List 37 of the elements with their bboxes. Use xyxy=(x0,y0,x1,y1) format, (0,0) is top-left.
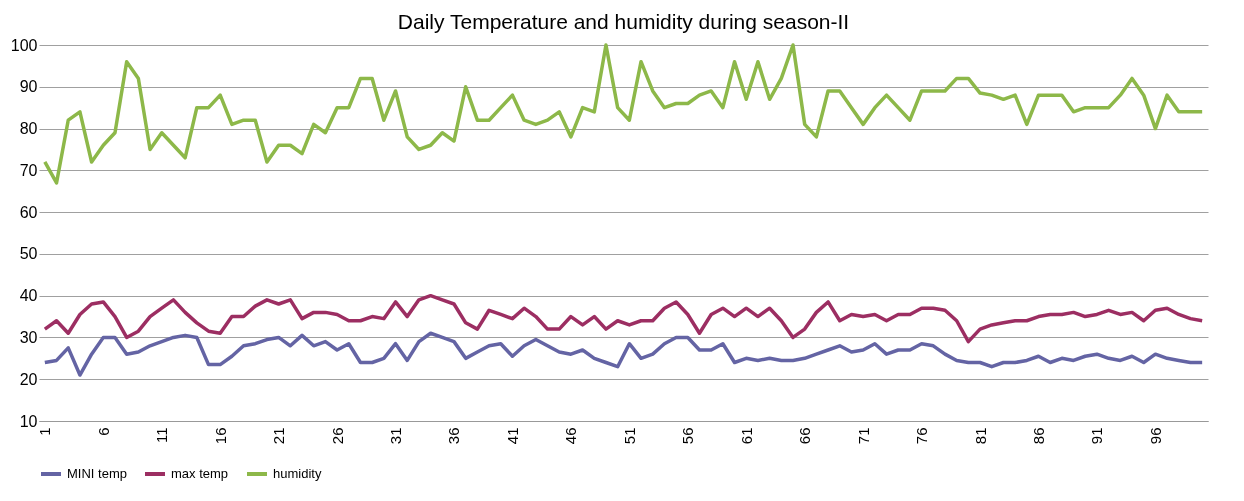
x-tick-label: 6 xyxy=(94,427,112,436)
y-tick-label: 80 xyxy=(19,120,38,138)
x-tick-label: 96 xyxy=(1146,427,1164,445)
x-tick-label: 86 xyxy=(1029,427,1047,445)
legend-label: max temp xyxy=(171,466,229,481)
x-tick-label: 26 xyxy=(328,427,346,445)
x-tick-label: 36 xyxy=(445,427,463,445)
y-tick-label: 50 xyxy=(19,245,38,263)
x-tick-label: 1 xyxy=(36,427,54,436)
line-series xyxy=(43,43,1204,185)
x-tick-label: 31 xyxy=(387,427,405,445)
line-series xyxy=(43,331,1204,377)
x-tick-label: 16 xyxy=(211,427,229,445)
x-tick-label: 61 xyxy=(737,427,755,445)
x-tick-label: 56 xyxy=(679,427,697,445)
x-tick-label: 81 xyxy=(971,427,989,445)
y-tick-label: 10 xyxy=(19,412,38,430)
x-tick-label: 11 xyxy=(153,427,171,444)
y-tick-label: 90 xyxy=(19,78,38,96)
legend-label: MINI temp xyxy=(67,466,127,481)
x-tick-label: 41 xyxy=(503,427,521,445)
y-tick-label: 100 xyxy=(10,36,38,54)
x-tick-label: 91 xyxy=(1088,427,1106,445)
y-tick-label: 60 xyxy=(19,203,38,221)
chart-title: Daily Temperature and humidity during season-II xyxy=(397,10,850,33)
x-tick-label: 46 xyxy=(562,427,580,445)
x-tick-label: 71 xyxy=(854,427,872,445)
y-tick-label: 20 xyxy=(19,370,38,388)
line-series xyxy=(43,293,1204,344)
x-tick-label: 21 xyxy=(270,427,288,445)
legend-label: humidity xyxy=(273,466,322,481)
y-tick-label: 30 xyxy=(19,328,38,346)
y-tick-label: 70 xyxy=(19,161,38,179)
x-tick-label: 66 xyxy=(796,427,814,445)
x-tick-label: 51 xyxy=(620,427,638,445)
y-tick-label: 40 xyxy=(19,287,38,305)
x-tick-label: 76 xyxy=(913,427,931,445)
